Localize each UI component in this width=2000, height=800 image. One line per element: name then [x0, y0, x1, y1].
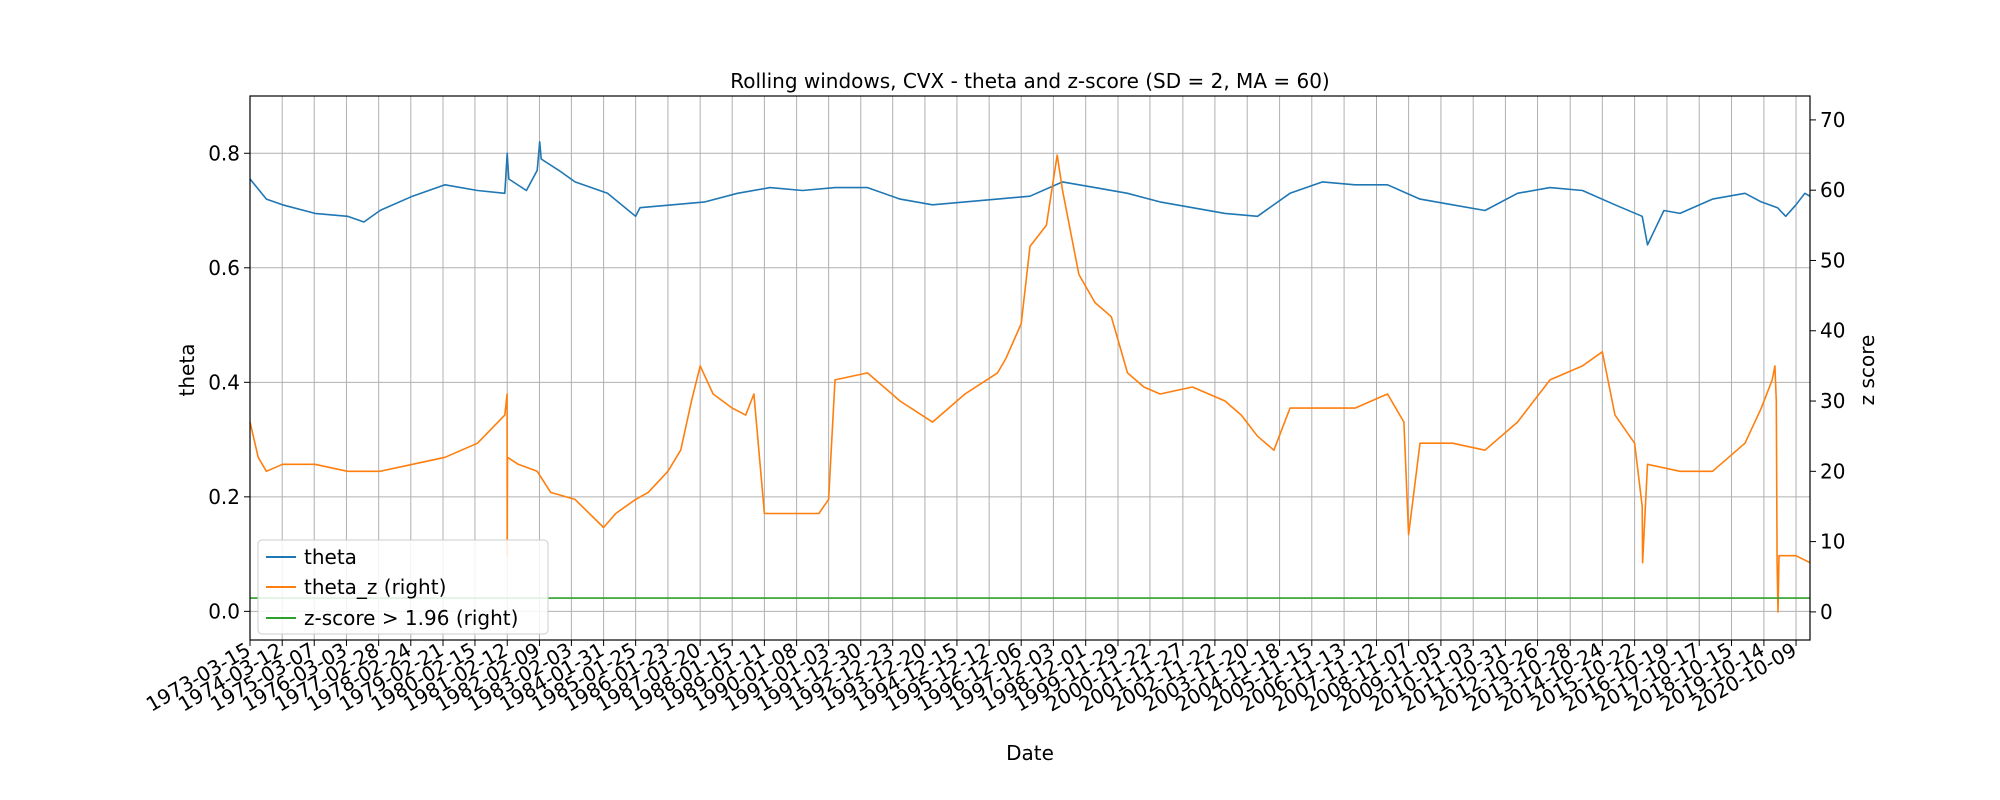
legend-entry-z-threshold: z-score > 1.96 (right) — [304, 606, 518, 630]
chart-title: Rolling windows, CVX - theta and z-score… — [730, 69, 1329, 93]
legend-entry-theta: theta — [304, 545, 357, 569]
left-tick-label: 0.6 — [208, 256, 240, 280]
right-tick-label: 30 — [1820, 389, 1845, 413]
left-axis: 0.0 0.2 0.4 0.6 0.8 — [208, 141, 250, 623]
left-tick-label: 0.4 — [208, 370, 240, 394]
legend-box — [257, 539, 549, 635]
right-tick-label: 60 — [1820, 178, 1845, 202]
series-line-theta-z — [249, 154, 1811, 613]
series-line-theta — [249, 141, 1811, 246]
right-tick-label: 10 — [1820, 530, 1845, 554]
right-tick-label: 50 — [1820, 248, 1845, 272]
right-tick-label: 20 — [1820, 459, 1845, 483]
legend-entry-theta-z: theta_z (right) — [304, 575, 446, 599]
left-tick-label: 0.0 — [208, 599, 240, 623]
right-tick-label: 0 — [1820, 600, 1833, 624]
x-axis-label: Date — [1006, 741, 1054, 765]
right-axis-label: z score — [1855, 335, 1879, 406]
right-axis: 0 10 20 30 40 50 60 70 — [1810, 108, 1845, 624]
right-tick-label: 40 — [1820, 319, 1845, 343]
plot-frame — [249, 95, 1811, 641]
grid — [249, 96, 1810, 640]
right-tick-label: 70 — [1820, 108, 1845, 132]
left-axis-label: theta — [175, 344, 199, 397]
left-tick-label: 0.8 — [208, 141, 240, 165]
left-tick-label: 0.2 — [208, 485, 240, 509]
x-axis: 1973-03-151974-03-121975-03-071976-03-03… — [142, 638, 1801, 717]
legend: theta theta_z (right) z-score > 1.96 (ri… — [257, 539, 549, 635]
